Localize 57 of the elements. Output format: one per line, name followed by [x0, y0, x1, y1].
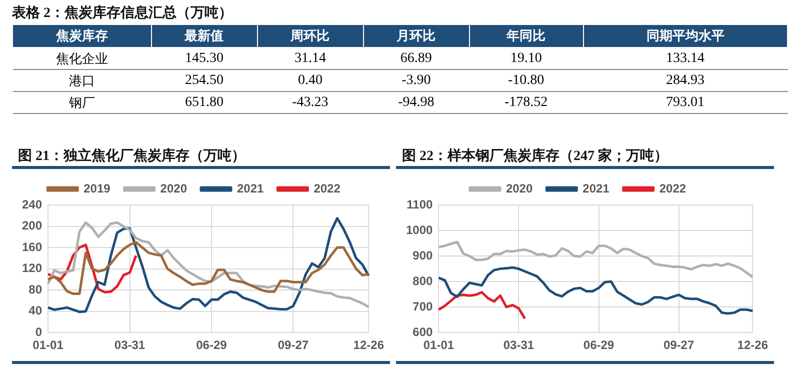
- y-tick-label: 港口: [12, 70, 152, 92]
- data-label: 793.01: [583, 92, 788, 114]
- y-tick-label: 800: [412, 274, 434, 288]
- y-axis-title: 焦炭库存: [12, 24, 152, 48]
- x-tick-label: 01-01: [32, 338, 64, 352]
- y-tick-label: 80: [28, 282, 42, 296]
- chart-title: 图 21：独立焦化厂焦炭库存（万吨）: [12, 147, 390, 169]
- y-tick-label: 1000: [406, 222, 434, 237]
- x-tick-label: 06-29: [196, 338, 228, 352]
- x-tick-label: 03-31: [114, 338, 146, 352]
- legend-label: 2021: [582, 181, 610, 196]
- y-tick-label: 700: [412, 299, 434, 314]
- chart-title: 图 22：样本钢厂焦炭库存（247 家；万吨）: [396, 147, 774, 169]
- y-tick-label: 160: [22, 240, 42, 254]
- legend-label: 2020: [506, 181, 533, 196]
- data-label: -178.52: [469, 92, 584, 114]
- y-tick-label: 1100: [406, 197, 434, 212]
- x-tick-label: 月环比: [363, 24, 470, 48]
- legend-label: 2020: [160, 181, 188, 196]
- y-tick-label: 120: [22, 261, 42, 276]
- x-tick-label: 12-26: [353, 338, 384, 352]
- legend-label: 2022: [659, 181, 686, 196]
- data-label: 145.30: [151, 48, 258, 70]
- x-tick-label: 06-29: [583, 338, 614, 352]
- legend-label: 2022: [314, 181, 341, 196]
- data-label: 19.10: [469, 48, 584, 70]
- y-tick-label: 焦化企业: [12, 48, 152, 70]
- data-label: 31.14: [257, 48, 364, 70]
- data-label: 66.89: [363, 48, 470, 70]
- y-tick-label: 900: [412, 248, 434, 262]
- legend-label: 2019: [84, 181, 111, 196]
- data-label: -10.80: [469, 70, 584, 92]
- data-label: 0.40: [257, 70, 364, 92]
- x-tick-label: 01-01: [423, 338, 454, 352]
- y-tick-label: 600: [412, 324, 434, 339]
- data-label: 284.93: [583, 70, 788, 92]
- y-tick-label: 200: [22, 218, 42, 233]
- y-tick-label: 40: [28, 304, 42, 318]
- data-label: -94.98: [363, 92, 470, 114]
- x-tick-label: 09-27: [278, 338, 309, 352]
- legend-label: 2021: [237, 181, 264, 196]
- data-label: -3.90: [363, 70, 470, 92]
- data-label: 254.50: [151, 70, 258, 92]
- x-tick-label: 同期平均水平: [583, 24, 788, 48]
- x-tick-label: 周环比: [257, 24, 364, 48]
- x-tick-label: 12-26: [737, 338, 768, 352]
- chart-title: 表格 2：焦炭库存信息汇总（万吨）: [12, 4, 234, 22]
- y-tick-label: 0: [35, 324, 42, 339]
- y-tick-label: 240: [22, 197, 42, 212]
- x-tick-label: 最新值: [151, 24, 258, 48]
- data-label: 651.80: [151, 92, 258, 114]
- data-label: -43.23: [257, 92, 364, 114]
- x-tick-label: 03-31: [503, 338, 534, 352]
- data-label: 133.14: [583, 48, 788, 70]
- x-tick-label: 年同比: [469, 24, 584, 48]
- x-tick-label: 09-27: [663, 338, 694, 352]
- y-tick-label: 钢厂: [12, 92, 152, 114]
